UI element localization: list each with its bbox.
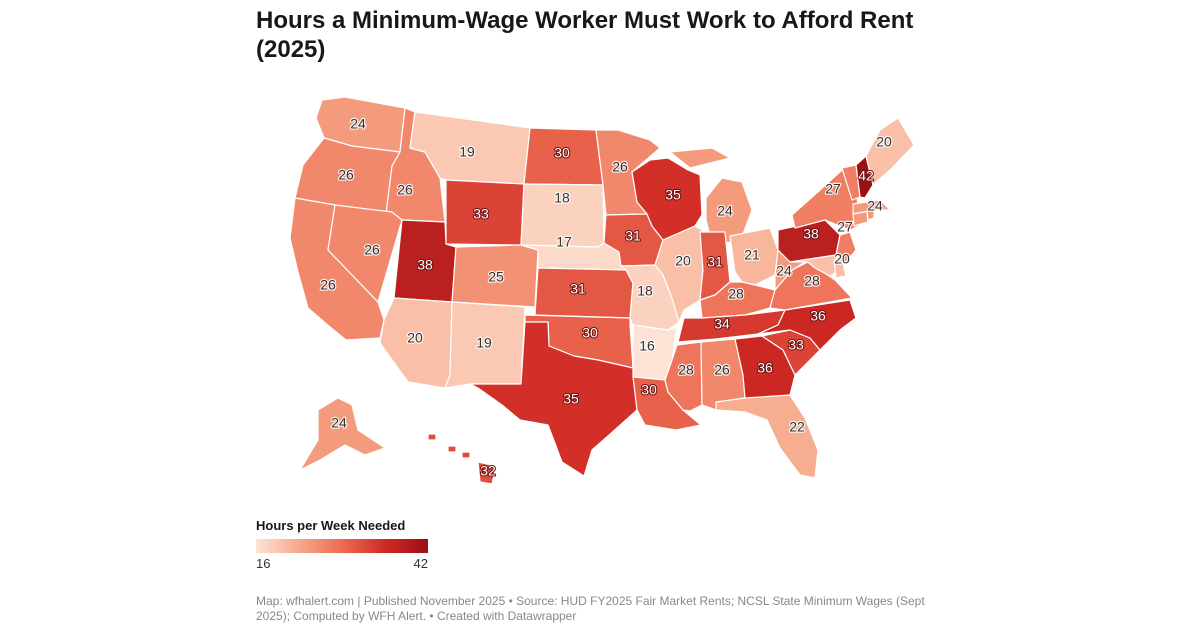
state-il[interactable] <box>654 225 704 323</box>
state-label-tn: 34 <box>714 316 730 332</box>
state-value-labels: 24 26 26 26 26 19 33 38 20 25 19 30 18 17 31 30 35 26 31 18… <box>319 115 893 480</box>
state-nv[interactable] <box>327 204 403 303</box>
legend-min-label: 16 <box>256 556 271 571</box>
state-label-sd: 18 <box>554 190 570 206</box>
state-label-ga: 36 <box>757 360 773 376</box>
state-label-ut: 38 <box>417 257 433 273</box>
state-label-hi: 32 <box>480 463 496 479</box>
state-label-pa: 38 <box>803 226 819 242</box>
state-nc[interactable] <box>757 299 857 351</box>
state-label-va: 28 <box>804 273 820 289</box>
state-label-wv: 24 <box>776 263 792 279</box>
state-label-al: 26 <box>714 362 730 378</box>
state-label-me: 20 <box>876 134 892 150</box>
state-label-or: 26 <box>338 167 354 183</box>
state-label-nm: 19 <box>476 335 492 351</box>
state-label-nv: 26 <box>364 242 380 258</box>
state-fl[interactable] <box>715 394 819 479</box>
state-label-ca: 26 <box>320 277 336 293</box>
legend-color-ramp <box>256 539 428 553</box>
legend-max-label: 42 <box>413 556 428 571</box>
state-label-ak: 24 <box>331 415 347 431</box>
state-label-nd: 30 <box>554 145 570 161</box>
state-mi[interactable] <box>669 147 753 244</box>
state-label-ma: 24 <box>867 198 883 214</box>
state-md[interactable] <box>789 254 841 277</box>
state-label-oh: 21 <box>744 247 760 263</box>
state-label-sc: 33 <box>788 337 804 353</box>
state-label-co: 25 <box>488 269 504 285</box>
state-label-wi: 35 <box>665 187 681 203</box>
state-label-la: 30 <box>641 382 657 398</box>
state-label-ne: 17 <box>556 234 572 250</box>
state-wi[interactable] <box>631 157 703 241</box>
state-label-ok: 30 <box>582 325 598 341</box>
source-credits: Map: wfhalert.com | Published November 2… <box>256 594 925 623</box>
state-label-ny: 27 <box>825 181 841 197</box>
state-label-nj: 27 <box>837 219 853 235</box>
legend-title: Hours per Week Needed <box>256 518 406 533</box>
state-label-nh: 42 <box>858 168 874 184</box>
state-label-ia: 31 <box>625 228 641 244</box>
state-shapes <box>289 96 915 485</box>
state-label-il: 20 <box>675 253 691 269</box>
state-label-mt: 19 <box>459 144 475 160</box>
state-ak[interactable] <box>299 397 386 471</box>
state-label-nc: 36 <box>810 308 826 324</box>
state-label-ky: 28 <box>728 286 744 302</box>
state-me[interactable] <box>865 117 915 186</box>
state-nj[interactable] <box>835 231 857 263</box>
state-ma[interactable] <box>852 199 891 215</box>
state-tx[interactable] <box>469 321 638 477</box>
state-label-ks: 31 <box>570 281 586 297</box>
state-oh[interactable] <box>729 227 779 286</box>
state-label-wa: 24 <box>350 116 366 132</box>
state-hi[interactable] <box>427 433 497 485</box>
state-label-md: 20 <box>834 251 850 267</box>
state-label-id: 26 <box>397 182 413 198</box>
state-label-ms: 28 <box>678 362 694 378</box>
state-co[interactable] <box>451 244 539 308</box>
state-label-mn: 26 <box>612 159 628 175</box>
state-nh[interactable] <box>855 155 874 199</box>
state-label-ar: 16 <box>639 338 655 354</box>
state-label-wy: 33 <box>473 206 489 222</box>
state-label-az: 20 <box>407 330 423 346</box>
state-label-in: 31 <box>707 254 723 270</box>
state-de[interactable] <box>833 257 847 279</box>
state-label-mi: 24 <box>717 203 733 219</box>
state-label-tx: 35 <box>563 391 579 407</box>
state-label-mo: 18 <box>637 283 653 299</box>
state-label-fl: 22 <box>789 419 805 435</box>
map-title: Hours a Minimum-Wage Worker Must Work to… <box>256 7 914 63</box>
